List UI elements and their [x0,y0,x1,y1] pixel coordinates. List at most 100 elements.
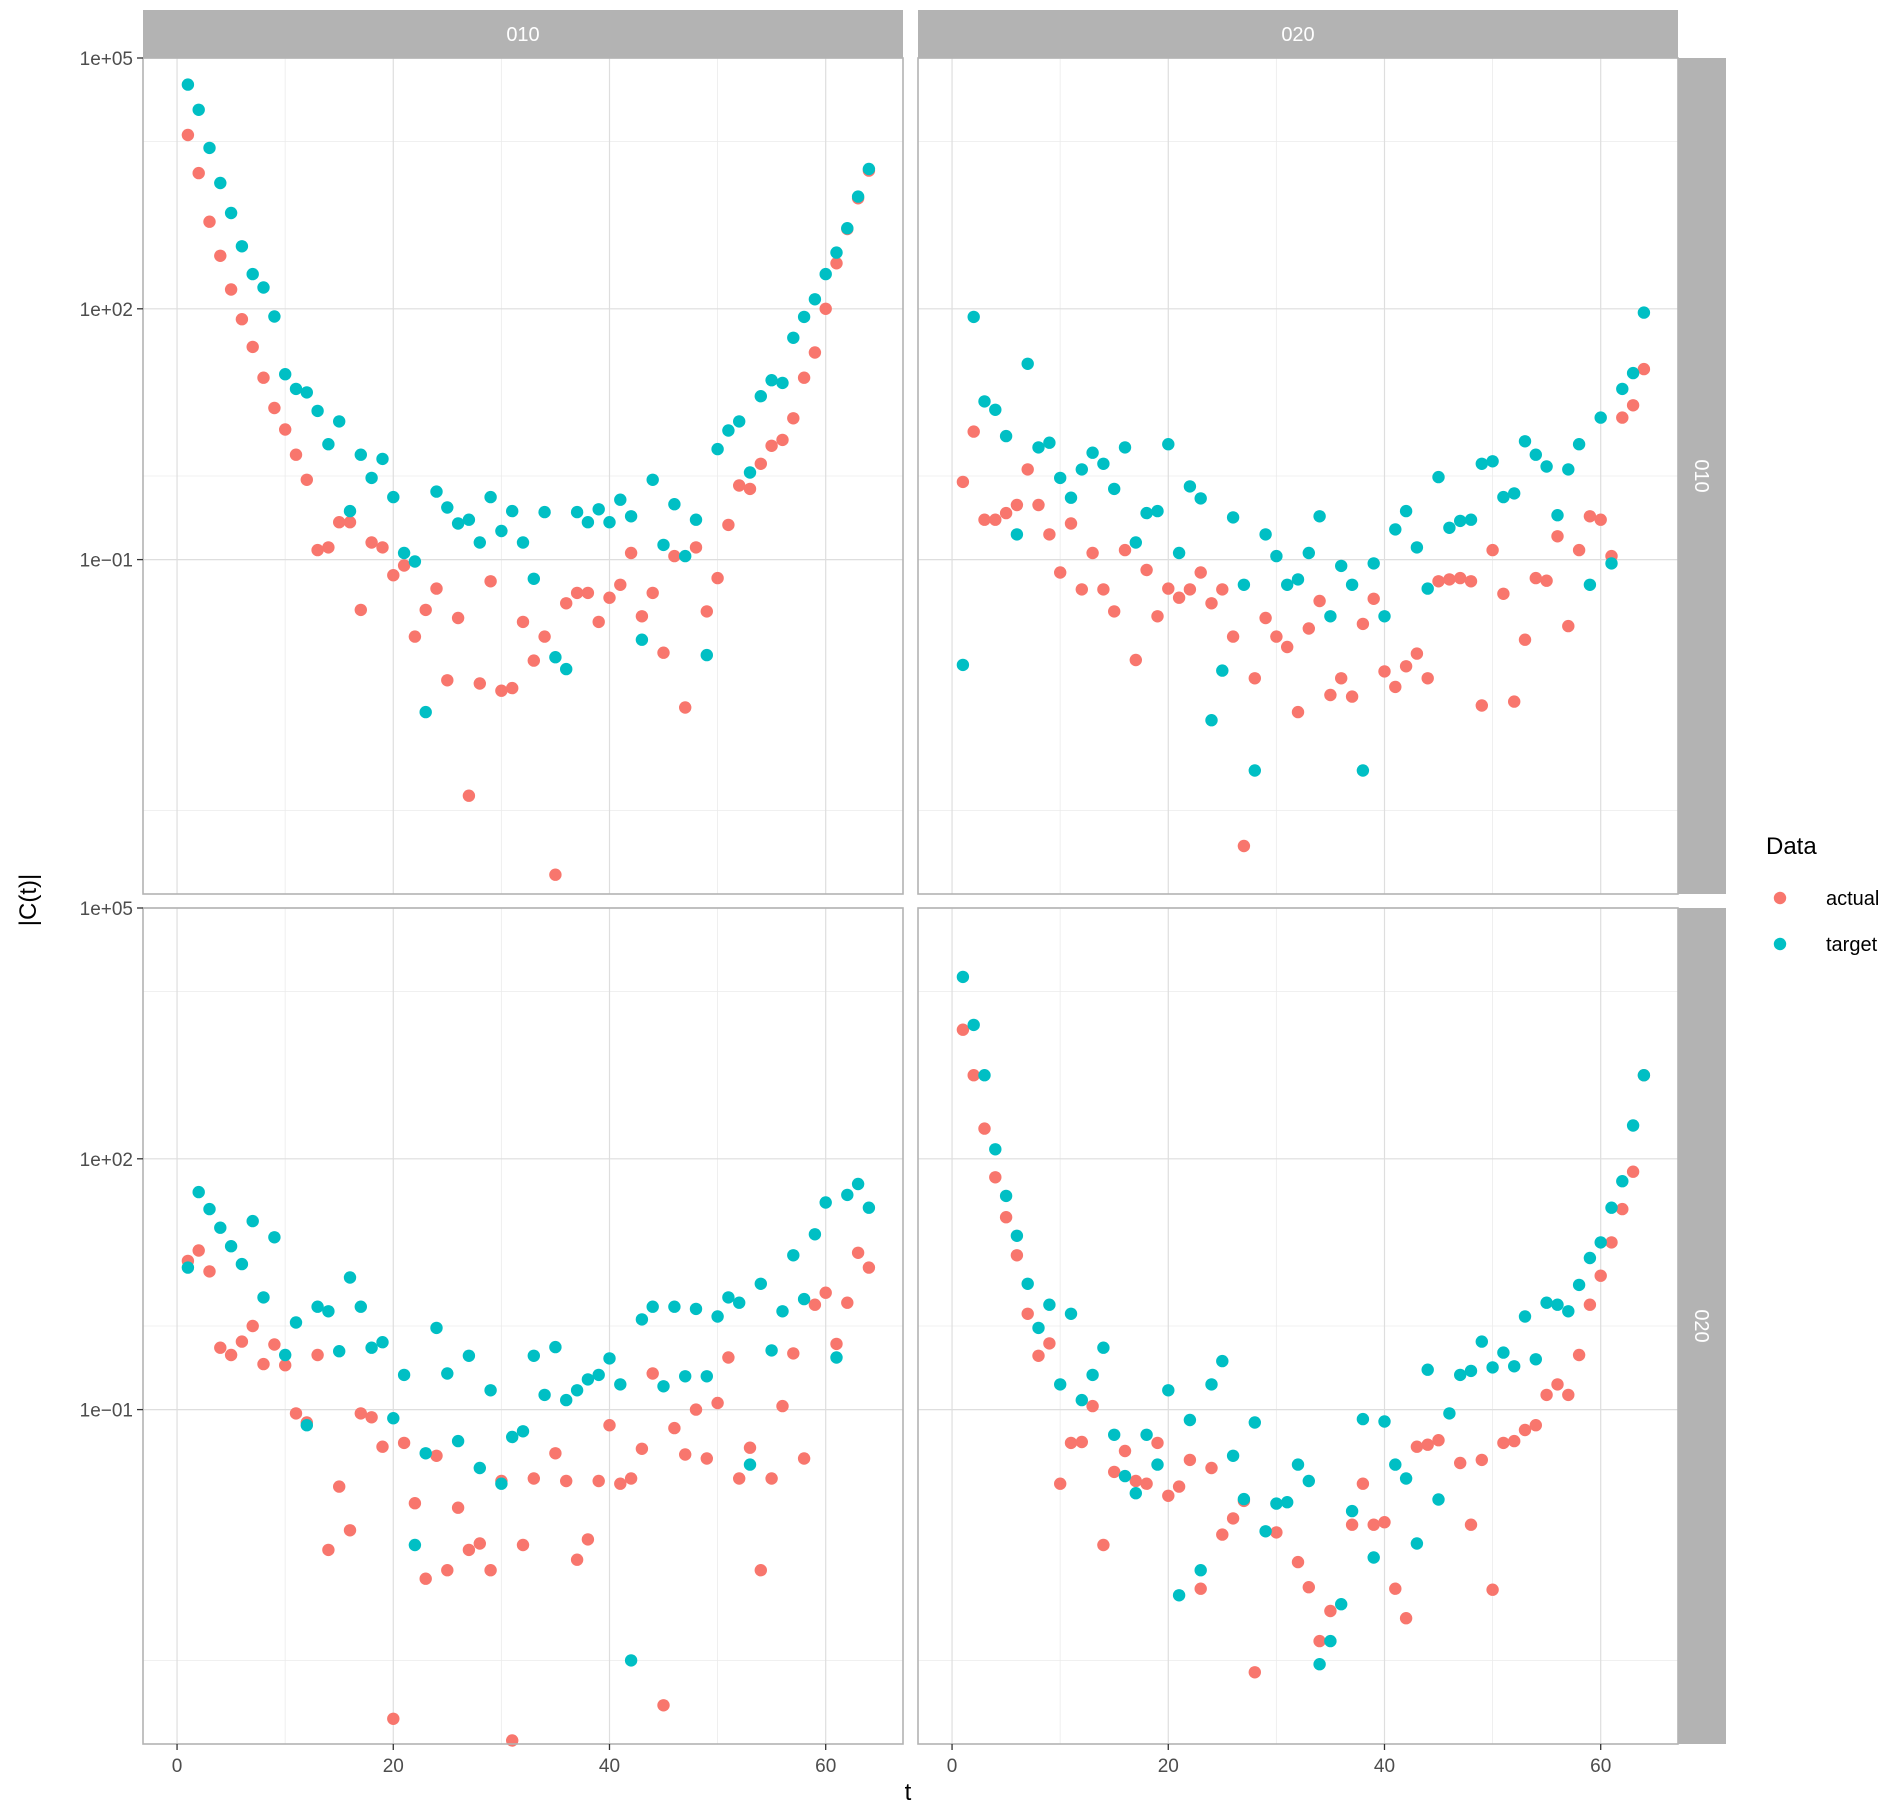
point-actual [289,448,303,461]
point-actual [967,1069,980,1082]
point-target [1237,578,1251,591]
point-target [322,438,335,451]
point-target [808,1228,822,1241]
point-actual [978,513,991,526]
point-target [516,1425,530,1438]
y-tick-label: 1e+05 [80,49,133,70]
point-actual [441,1564,454,1577]
point-actual [1356,1477,1370,1490]
x-axis-title: t [905,1779,912,1806]
point-actual [1518,1423,1532,1437]
point-actual [1140,1477,1153,1490]
y-tick-label: 1e+02 [80,300,133,321]
point-target [1032,441,1045,454]
point-actual [516,615,530,629]
point-actual [462,789,476,802]
point-target [700,1370,713,1383]
point-actual [1410,647,1424,660]
point-target [1529,1353,1543,1366]
point-target [376,1336,389,1349]
panel-020-010: 1e−01 1e+02 1e+05 0 20 40 60 [80,899,904,1777]
point-actual [570,1553,584,1566]
point-actual [1270,630,1283,643]
point-target [1540,460,1553,473]
point-target [1378,1415,1391,1428]
point-target [1183,480,1197,493]
point-target [711,1310,724,1323]
point-actual [235,1335,249,1348]
point-target [235,240,249,253]
point-target [408,1538,422,1552]
point-target [711,442,724,456]
point-actual [1021,463,1034,476]
point-target [354,448,367,461]
point-target [668,498,681,511]
point-target [1443,1407,1456,1420]
point-target [787,1249,800,1262]
point-target [192,103,205,117]
point-target [268,1231,281,1244]
point-target [279,1348,292,1362]
point-target [743,1458,757,1471]
point-actual [646,586,659,600]
point-actual [1248,672,1262,685]
point-actual [1010,498,1024,512]
point-actual [1605,1236,1618,1249]
point-target [1270,1497,1283,1510]
point-target [333,415,346,428]
point-target [1497,1346,1510,1359]
point-actual [1454,1456,1467,1470]
point-actual [214,1341,227,1354]
point-target [614,493,627,506]
point-actual [1583,1298,1597,1311]
point-target [1194,1564,1207,1577]
point-actual [516,1538,530,1552]
point-target [181,78,195,91]
point-target [343,1271,357,1284]
point-actual [408,1497,422,1510]
point-target [419,1447,432,1460]
point-target [776,1305,789,1318]
point-actual [484,575,497,588]
point-actual [1497,1436,1510,1450]
point-actual [711,1396,724,1410]
point-target [1454,514,1467,528]
point-actual [1259,611,1272,625]
point-target [808,293,822,306]
point-actual [1594,513,1607,526]
point-actual [603,1419,616,1432]
point-actual [1313,594,1326,608]
point-target [1626,366,1640,380]
point-actual [1551,530,1564,543]
x-tick-label: 40 [599,1756,620,1777]
point-actual [430,1449,443,1463]
point-target [1021,1277,1034,1291]
point-target [1605,1201,1618,1214]
point-target [473,536,486,549]
point-target [754,390,767,403]
point-actual [819,1286,832,1299]
point-actual [1616,1202,1629,1216]
x-tick-label: 0 [172,1756,183,1777]
point-actual [1616,411,1629,424]
point-target [430,485,443,498]
point-target [224,206,238,220]
point-target [679,549,692,563]
point-target [722,1291,735,1304]
point-target [1518,435,1532,448]
point-target [668,1300,681,1313]
legend-key-target [1773,937,1787,951]
point-target [1594,411,1607,424]
point-actual [635,610,649,623]
point-target [397,1368,411,1382]
point-actual [1248,1666,1262,1679]
y-tick-label: 1e−01 [80,551,133,572]
point-actual [1226,1512,1240,1525]
point-actual [1410,1440,1424,1453]
point-target [1162,438,1175,451]
point-actual [1508,695,1521,708]
point-target [1356,764,1370,777]
point-target [862,1201,876,1214]
point-target [830,1351,843,1364]
point-actual [1075,1435,1089,1449]
